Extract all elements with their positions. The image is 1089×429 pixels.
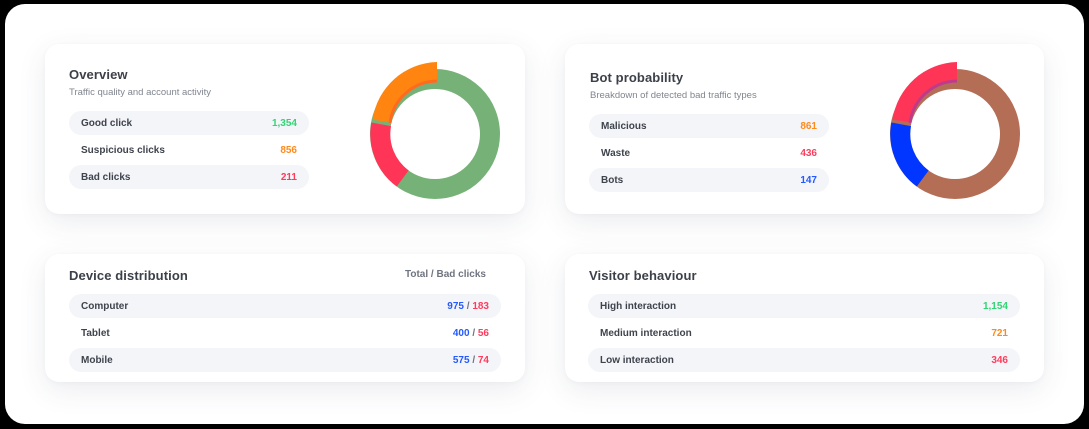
row-value: 856 — [280, 144, 297, 156]
total-clicks: 975 — [447, 300, 464, 312]
device-distribution-card: Device distribution Total / Bad clicks C… — [45, 254, 525, 382]
bad-clicks: 56 — [477, 327, 489, 339]
row-label: Low interaction — [600, 354, 674, 366]
behaviour-row-low: Low interaction 346 — [588, 348, 1020, 372]
card-title: Visitor behaviour — [589, 268, 697, 283]
row-value: 346 — [991, 354, 1008, 366]
device-row-tablet: Tablet 400 / 56 — [69, 321, 501, 345]
row-label: Bad clicks — [81, 171, 131, 183]
row-label: Malicious — [601, 120, 647, 132]
column-header: Total / Bad clicks — [405, 269, 486, 280]
donut-segment-bad[interactable] — [370, 122, 410, 187]
row-value: 400 / 56 — [453, 328, 489, 339]
dashboard-panel: Overview Traffic quality and account act… — [5, 4, 1084, 424]
bad-clicks: 74 — [477, 354, 489, 366]
row-label: Computer — [81, 300, 129, 312]
separator: / — [466, 300, 470, 312]
overview-row-bad: Bad clicks 211 — [69, 165, 309, 189]
device-row-mobile: Mobile 575 / 74 — [69, 348, 501, 372]
row-value: 1,154 — [982, 300, 1008, 312]
row-value: 1,354 — [271, 117, 297, 129]
bot-probability-donut-chart[interactable] — [870, 49, 1040, 219]
card-subtitle: Breakdown of detected bad traffic types — [590, 90, 757, 101]
overview-row-good: Good click 1,354 — [69, 111, 309, 135]
behaviour-row-high: High interaction 1,154 — [588, 294, 1020, 318]
total-clicks: 400 — [452, 327, 470, 339]
device-row-computer: Computer 975 / 183 — [69, 294, 501, 318]
row-value: 147 — [800, 174, 817, 186]
row-value: 861 — [800, 120, 817, 132]
bot-row-waste: Waste 436 — [589, 141, 829, 165]
separator: / — [472, 354, 476, 366]
card-title: Device distribution — [69, 268, 188, 283]
segment-inner-edge — [388, 79, 438, 124]
visitor-behaviour-card: Visitor behaviour High interaction 1,154… — [565, 254, 1044, 382]
row-label: Tablet — [81, 327, 110, 339]
row-value: 436 — [800, 147, 817, 159]
behaviour-row-medium: Medium interaction 721 — [588, 321, 1020, 345]
row-label: High interaction — [600, 300, 677, 312]
donut-segment-bots[interactable] — [890, 122, 930, 187]
row-value: 721 — [991, 327, 1008, 339]
segment-inner-edge — [908, 79, 958, 124]
card-subtitle: Traffic quality and account activity — [69, 87, 212, 98]
overview-row-suspicious: Suspicious clicks 856 — [69, 138, 309, 162]
row-label: Good click — [81, 117, 133, 129]
total-clicks: 575 — [452, 354, 470, 366]
overview-card: Overview Traffic quality and account act… — [45, 44, 525, 214]
row-label: Bots — [601, 174, 624, 186]
row-label: Mobile — [81, 354, 113, 366]
row-value: 211 — [280, 171, 297, 183]
row-value: 575 / 74 — [453, 355, 489, 366]
row-value: 975 / 183 — [447, 301, 489, 312]
card-title: Bot probability — [590, 70, 684, 85]
row-label: Medium interaction — [600, 327, 692, 339]
bot-row-malicious: Malicious 861 — [589, 114, 829, 138]
overview-donut-chart[interactable] — [350, 49, 520, 219]
row-label: Waste — [601, 147, 631, 159]
separator: / — [472, 327, 476, 339]
bad-clicks: 183 — [472, 300, 489, 312]
bot-row-bots: Bots 147 — [589, 168, 829, 192]
row-label: Suspicious clicks — [81, 144, 165, 156]
bot-probability-card: Bot probability Breakdown of detected ba… — [565, 44, 1044, 214]
card-title: Overview — [69, 67, 128, 82]
